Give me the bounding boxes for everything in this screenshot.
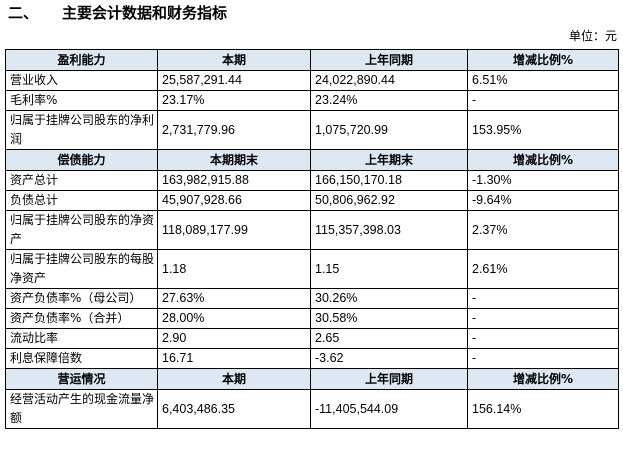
financial-indicators-table: 盈利能力 本期 上年同期 增减比例% 营业收入 25,587,291.44 24… — [5, 49, 619, 429]
current-value: 2.90 — [157, 328, 311, 349]
column-header: 上年期末 — [310, 149, 468, 171]
column-header: 增减比例% — [467, 149, 619, 171]
change-percent: -1.30% — [467, 170, 619, 191]
column-header: 增减比例% — [467, 49, 619, 71]
change-percent: -9.64% — [467, 190, 619, 211]
row-label: 利息保障倍数 — [5, 348, 158, 369]
operations-header-row: 营运情况 本期 上年同期 增减比例% — [5, 368, 619, 390]
row-label: 归属于挂牌公司股东的每股净资产 — [5, 249, 158, 289]
column-header: 本期期末 — [157, 149, 311, 171]
column-header: 偿债能力 — [5, 149, 158, 171]
change-percent: - — [467, 90, 619, 111]
column-header: 本期 — [157, 368, 311, 390]
current-value: 118,089,177.99 — [157, 210, 311, 250]
change-percent: 156.14% — [467, 389, 619, 429]
column-header: 增减比例% — [467, 368, 619, 390]
current-value: 1.18 — [157, 249, 311, 289]
column-header: 本期 — [157, 49, 311, 71]
prior-value: 23.24% — [310, 90, 468, 111]
prior-value: 30.58% — [310, 308, 468, 329]
table-row: 资产总计 163,982,915.88 166,150,170.18 -1.30… — [5, 170, 619, 191]
column-header: 盈利能力 — [5, 49, 158, 71]
section-heading: 二、 主要会计数据和财务指标 — [8, 2, 227, 24]
change-percent: 6.51% — [467, 70, 619, 91]
current-value: 23.17% — [157, 90, 311, 111]
table-row: 营业收入 25,587,291.44 24,022,890.44 6.51% — [5, 70, 619, 91]
table-row: 经营活动产生的现金流量净额 6,403,486.35 -11,405,544.0… — [5, 389, 619, 429]
current-value: 25,587,291.44 — [157, 70, 311, 91]
row-label: 流动比率 — [5, 328, 158, 349]
table-row: 毛利率% 23.17% 23.24% - — [5, 90, 619, 111]
current-value: 16.71 — [157, 348, 311, 369]
column-header: 营运情况 — [5, 368, 158, 390]
row-label: 资产负债率%（母公司） — [5, 288, 158, 309]
prior-value: 1,075,720.99 — [310, 110, 468, 150]
solvency-header-row: 偿债能力 本期期末 上年期末 增减比例% — [5, 149, 619, 171]
prior-value: 166,150,170.18 — [310, 170, 468, 191]
unit-label: 单位：元 — [568, 29, 617, 43]
current-value: 27.63% — [157, 288, 311, 309]
change-percent: 2.61% — [467, 249, 619, 289]
section-number: 二、 — [8, 4, 39, 22]
change-percent: - — [467, 348, 619, 369]
row-label: 毛利率% — [5, 90, 158, 111]
change-percent: - — [467, 288, 619, 309]
prior-value: -11,405,544.09 — [310, 389, 468, 429]
prior-value: 115,357,398.03 — [310, 210, 468, 250]
prior-value: 1.15 — [310, 249, 468, 289]
prior-value: 24,022,890.44 — [310, 70, 468, 91]
row-label: 营业收入 — [5, 70, 158, 91]
change-percent: - — [467, 328, 619, 349]
change-percent: - — [467, 308, 619, 329]
table-row: 资产负债率%（母公司） 27.63% 30.26% - — [5, 288, 619, 309]
table-row: 负债总计 45,907,928.66 50,806,962.92 -9.64% — [5, 190, 619, 211]
prior-value: 50,806,962.92 — [310, 190, 468, 211]
current-value: 163,982,915.88 — [157, 170, 311, 191]
row-label: 经营活动产生的现金流量净额 — [5, 389, 158, 429]
current-value: 2,731,779.96 — [157, 110, 311, 150]
row-label: 资产负债率%（合并） — [5, 308, 158, 329]
row-label: 归属于挂牌公司股东的净利润 — [5, 110, 158, 150]
prior-value: 30.26% — [310, 288, 468, 309]
current-value: 45,907,928.66 — [157, 190, 311, 211]
row-label: 负债总计 — [5, 190, 158, 211]
prior-value: 2.65 — [310, 328, 468, 349]
table-row: 资产负债率%（合并） 28.00% 30.58% - — [5, 308, 619, 329]
table-row: 流动比率 2.90 2.65 - — [5, 328, 619, 349]
section-title: 主要会计数据和财务指标 — [62, 4, 228, 22]
table-row: 归属于挂牌公司股东的净资产 118,089,177.99 115,357,398… — [5, 210, 619, 250]
current-value: 6,403,486.35 — [157, 389, 311, 429]
row-label: 归属于挂牌公司股东的净资产 — [5, 210, 158, 250]
change-percent: 153.95% — [467, 110, 619, 150]
table-row: 利息保障倍数 16.71 -3.62 - — [5, 348, 619, 369]
row-label: 资产总计 — [5, 170, 158, 191]
profitability-header-row: 盈利能力 本期 上年同期 增减比例% — [5, 49, 619, 71]
table-row: 归属于挂牌公司股东的每股净资产 1.18 1.15 2.61% — [5, 249, 619, 289]
column-header: 上年同期 — [310, 49, 468, 71]
table-row: 归属于挂牌公司股东的净利润 2,731,779.96 1,075,720.99 … — [5, 110, 619, 150]
column-header: 上年同期 — [310, 368, 468, 390]
prior-value: -3.62 — [310, 348, 468, 369]
current-value: 28.00% — [157, 308, 311, 329]
change-percent: 2.37% — [467, 210, 619, 250]
